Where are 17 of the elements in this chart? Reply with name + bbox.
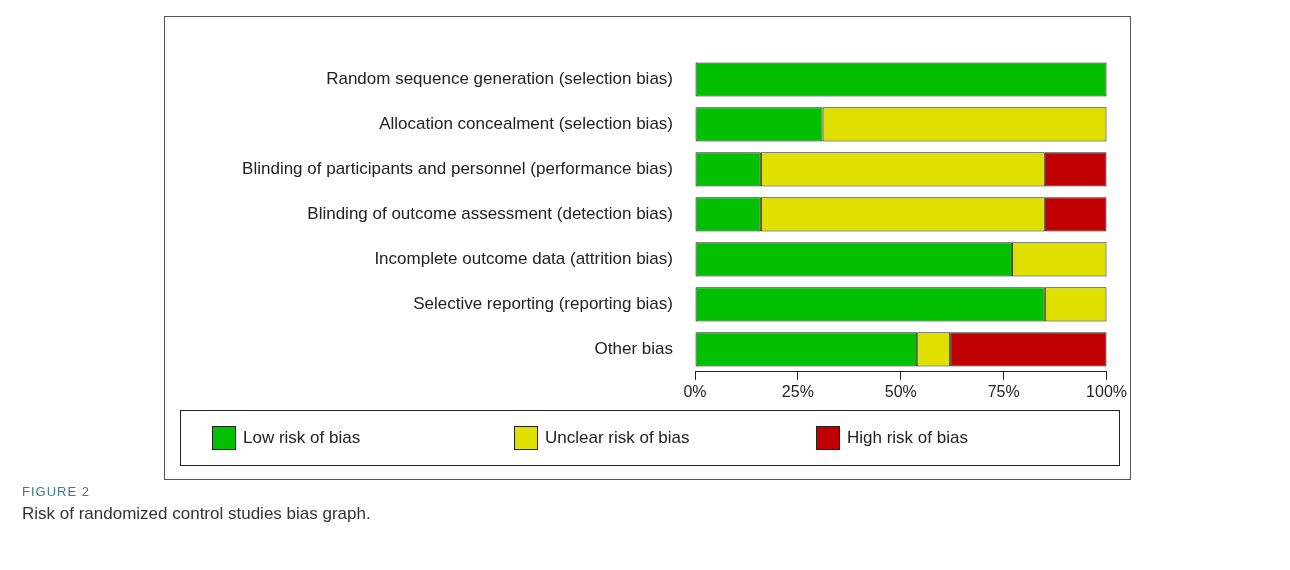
y-tick-label: Random sequence generation (selection bias): [326, 69, 673, 89]
legend-label: High risk of bias: [847, 428, 968, 448]
text: Risk of randomized control studies bias graph.: [22, 504, 372, 524]
x-tick-label: 75%: [987, 382, 1020, 400]
y-tick-label: Selective reporting (reporting bias): [413, 294, 673, 314]
y-tick-label: Blinding of outcome assessment (detection bias): [307, 204, 673, 224]
y-tick-label: Other bias: [594, 339, 673, 358]
x-tick-label: 100%: [1086, 382, 1127, 400]
x-tick-label: 50%: [884, 382, 917, 400]
y-tick-label: Blinding of participants and personnel (performance bias): [242, 159, 673, 179]
legend-label: Low risk of bias: [243, 428, 361, 448]
x-tick-label: 0%: [683, 382, 707, 400]
x-tick-label: 25%: [781, 382, 814, 400]
legend-label: Unclear risk of bias: [545, 428, 690, 448]
caption: FIGURE 2: [22, 484, 91, 499]
y-tick-label: Incomplete outcome data (attrition bias): [374, 249, 673, 269]
y-tick-label: Allocation concealment (selection bias): [379, 114, 673, 134]
